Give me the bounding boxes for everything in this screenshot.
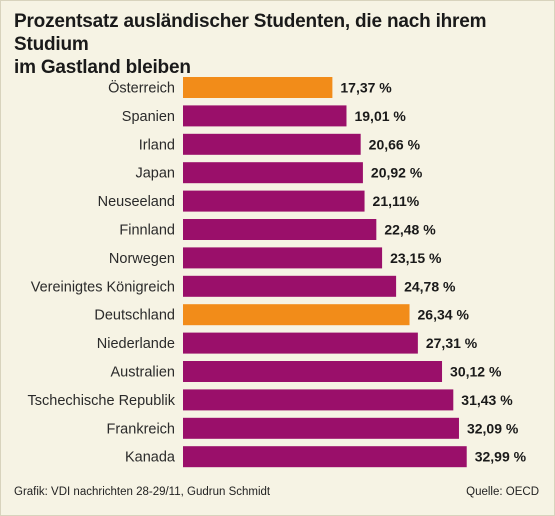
bar-kanada (183, 446, 467, 468)
credit-text: Grafik: VDI nachrichten 28-29/11, Gudrun… (14, 486, 271, 498)
bar-tschechische-republik (183, 389, 454, 411)
bar-spanien (183, 105, 347, 127)
bar-australien (183, 361, 443, 382)
value-label-japan: 20,92 % (371, 165, 423, 181)
category-label-japan: Japan (135, 166, 175, 182)
bar-norwegen (183, 247, 383, 269)
category-label-deutschland: Deutschland (94, 308, 175, 324)
category-label-kanada: Kanada (125, 450, 176, 466)
bar-japan (183, 162, 363, 184)
bar-niederlande (183, 332, 418, 354)
category-label-niederlande: Niederlande (97, 336, 175, 352)
value-label-norwegen: 23,15 % (390, 250, 442, 266)
bar-irland (183, 133, 361, 155)
category-label-australien: Australien (111, 365, 175, 381)
category-label-norwegen: Norwegen (109, 251, 175, 267)
value-label-vereinigtes-koenigreich: 24,78 % (404, 278, 456, 294)
category-label-irland: Irland (139, 137, 175, 153)
value-label-finnland: 22,48 % (384, 222, 436, 238)
value-label-niederlande: 27,31 % (426, 335, 478, 351)
bar-frankreich (183, 417, 459, 439)
chart-title: Prozentsatz ausländischer Studenten, die… (14, 10, 534, 79)
category-label-frankreich: Frankreich (107, 421, 176, 437)
bar-finnland (183, 219, 377, 240)
category-label-neuseeland: Neuseeland (98, 194, 175, 210)
value-label-neuseeland: 21,11% (373, 193, 420, 209)
category-label-tschechische-republik: Tschechische Republik (28, 393, 176, 409)
category-label-spanien: Spanien (122, 109, 175, 125)
value-label-spanien: 19,01 % (354, 108, 406, 124)
bar-vereinigtes-koenigreich (183, 275, 397, 297)
value-label-deutschland: 26,34 % (418, 307, 470, 323)
category-label-finnland: Finnland (119, 223, 175, 239)
value-label-tschechische-republik: 31,43 % (461, 392, 513, 408)
value-label-irland: 20,66 % (369, 136, 421, 152)
bar-deutschland (183, 304, 410, 326)
value-label-frankreich: 32,09 % (467, 420, 519, 436)
category-label-vereinigtes-koenigreich: Vereinigtes Königreich (31, 279, 175, 295)
title-line-1: Prozentsatz ausländischer Studenten, die… (14, 11, 487, 55)
value-label-australien: 30,12 % (450, 364, 502, 380)
title-line-2: im Gastland bleiben (14, 57, 191, 78)
value-label-oesterreich: 17,37 % (340, 80, 392, 96)
source-text: Quelle: OECD (466, 486, 539, 498)
value-label-kanada: 32,99 % (475, 449, 527, 465)
bar-neuseeland (183, 190, 365, 212)
category-label-oesterreich: Österreich (108, 79, 175, 97)
bar-oesterreich (183, 77, 333, 98)
